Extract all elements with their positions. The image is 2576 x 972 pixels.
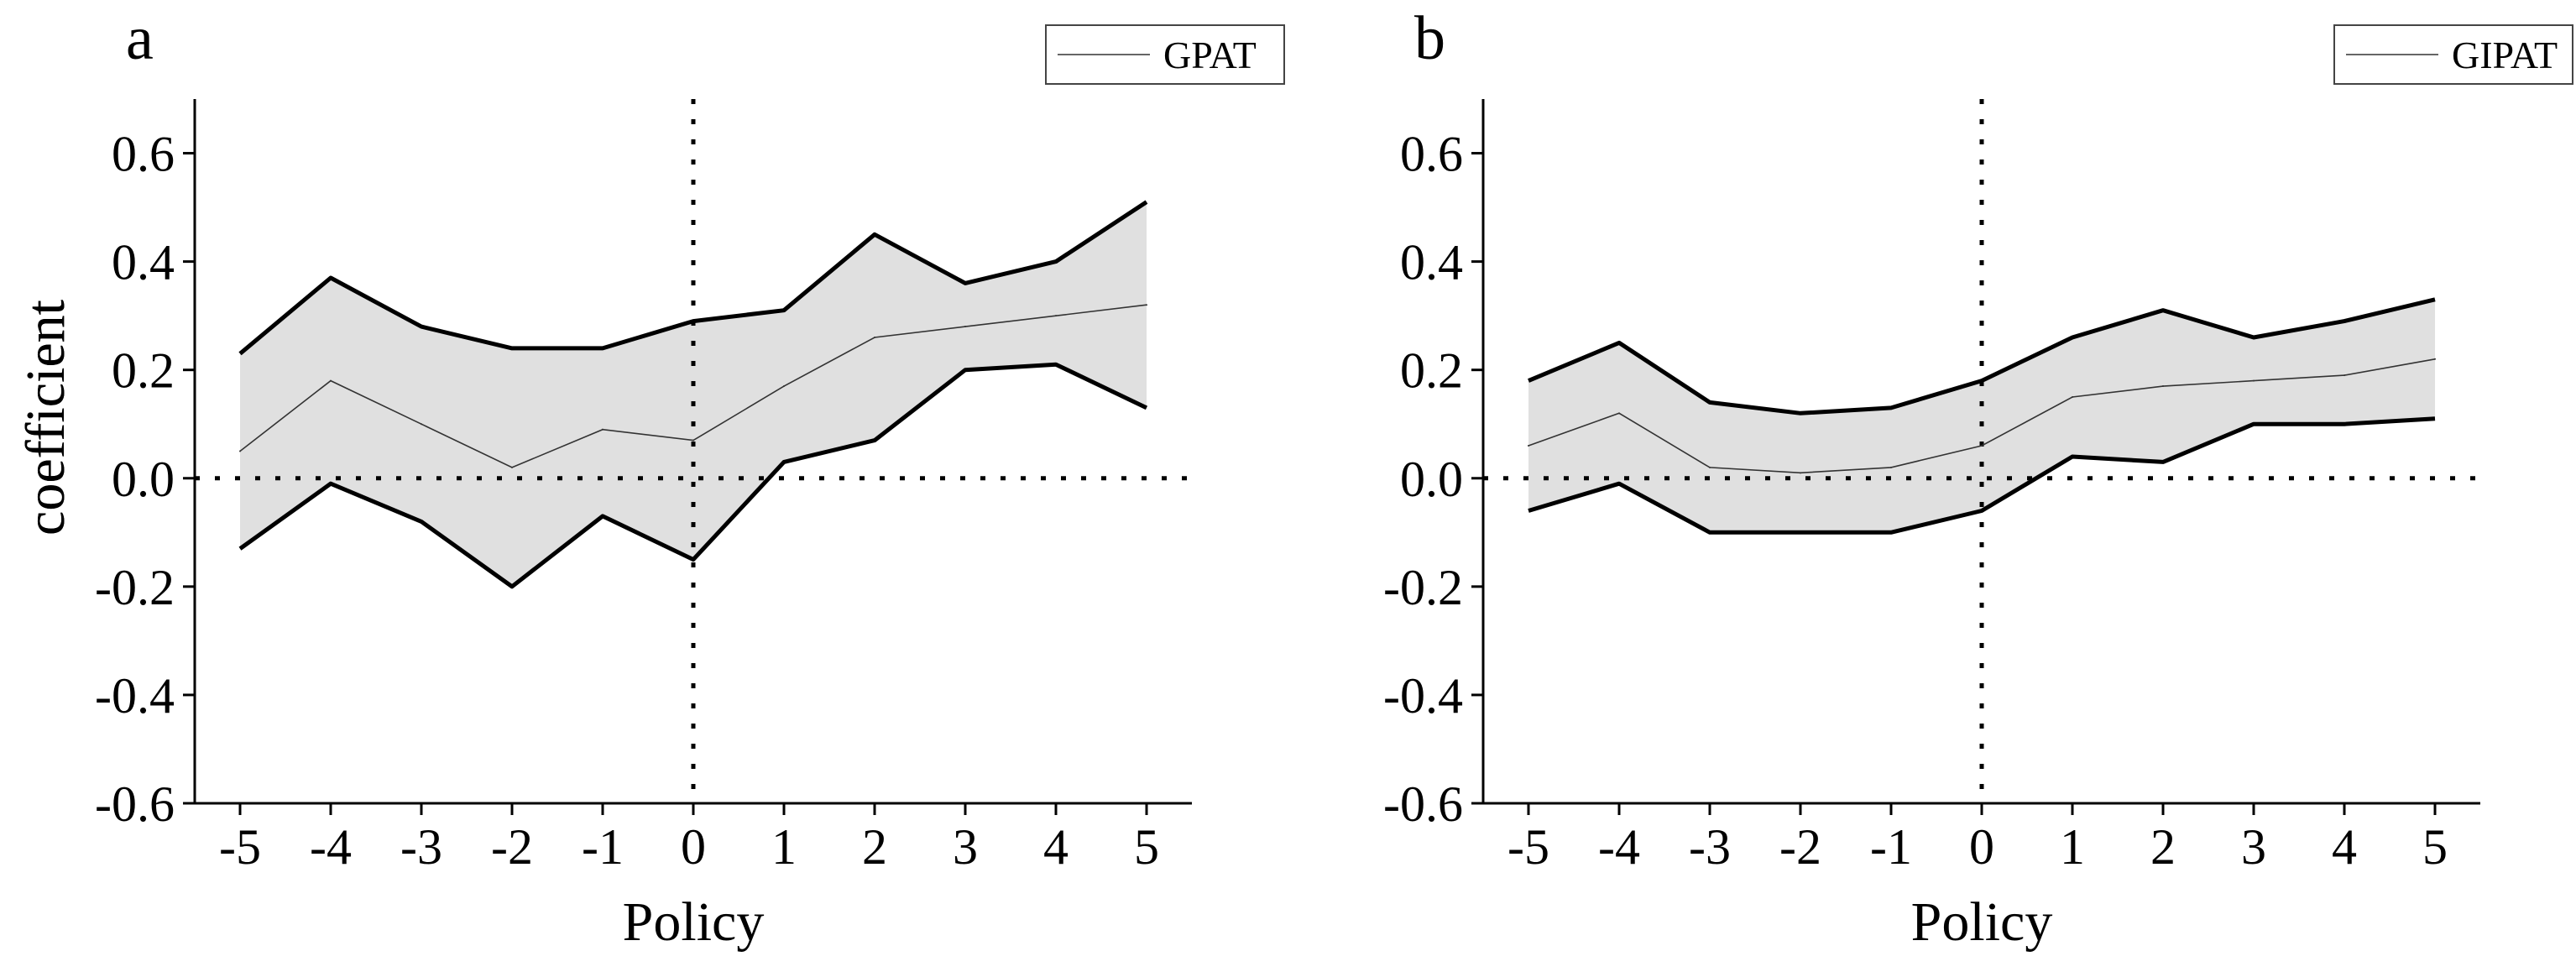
confidence-band	[1528, 299, 2435, 533]
x-tick-label: 0	[681, 819, 706, 875]
coefficient-point	[1800, 472, 1801, 474]
x-tick-label: -3	[400, 819, 442, 875]
x-tick-label: -3	[1689, 819, 1731, 875]
coefficient-point	[1618, 412, 1620, 415]
x-axis-title: Policy	[623, 891, 765, 953]
y-tick-label: 0.0	[112, 452, 175, 507]
y-tick-label: -0.6	[1383, 776, 1463, 832]
legend: GIPAT	[2333, 24, 2573, 85]
legend-label: GIPAT	[2452, 34, 2558, 76]
x-tick-label: -4	[1598, 819, 1640, 875]
y-tick-label: -0.4	[95, 668, 175, 724]
coefficient-point	[1146, 304, 1147, 306]
x-tick-label: -5	[1507, 819, 1549, 875]
legend-label: GPAT	[1163, 34, 1257, 76]
coefficient-point	[783, 385, 785, 388]
x-tick-label: 3	[953, 819, 978, 875]
upper-bound-line	[238, 200, 1148, 356]
x-tick-label: 4	[1043, 819, 1069, 875]
coefficient-point	[2162, 385, 2164, 388]
y-tick-label: 0.6	[112, 127, 175, 182]
coefficient-point	[692, 439, 694, 442]
chart-panel-b: -0.6 -0.4 -0.2 0.0 0.2 0.4 0.6 -5 -4 -3 -2 -1 0 1 2 3 4 5…	[15, 4, 2573, 953]
coefficient-point	[330, 379, 332, 382]
x-tick-label: -2	[1779, 819, 1821, 875]
x-tick-label: -4	[310, 819, 352, 875]
x-tick-label: -5	[219, 819, 261, 875]
x-axis-title: Policy	[1911, 891, 2053, 953]
y-tick-label: -0.6	[95, 776, 175, 832]
x-tick-label: -1	[582, 819, 624, 875]
coefficient-point	[964, 326, 966, 328]
coefficient-point	[1709, 466, 1711, 468]
x-tick-label: 3	[2241, 819, 2266, 875]
coefficient-point	[421, 423, 422, 426]
coefficient-point	[1528, 445, 1529, 447]
y-tick-label: -0.4	[1383, 668, 1463, 724]
confidence-band	[240, 201, 1147, 587]
y-tick-label: 0.4	[112, 235, 175, 290]
coefficient-point	[2434, 358, 2436, 360]
upper-bound-line	[1528, 297, 2436, 415]
x-tick-label: 1	[771, 819, 797, 875]
x-tick-label: 1	[2060, 819, 2085, 875]
x-tick-label: 2	[862, 819, 887, 875]
legend: GPAT	[1045, 24, 1285, 85]
panel-label: b	[1414, 4, 1445, 73]
coefficient-point	[2343, 374, 2345, 377]
coefficient-point	[2072, 395, 2073, 398]
y-tick-label: -0.2	[1383, 560, 1463, 615]
lower-bound-line	[238, 362, 1148, 589]
coefficient-point	[602, 428, 604, 431]
y-axis-title: coefficient	[15, 300, 76, 536]
coefficient-point	[239, 450, 241, 452]
y-tick-label: 0.4	[1400, 235, 1463, 290]
x-tick-label: 4	[2332, 819, 2357, 875]
x-tick-label: 0	[1969, 819, 1994, 875]
y-tick-label: 0.0	[1400, 452, 1463, 507]
x-tick-label: 5	[1134, 819, 1159, 875]
y-tick-label: -0.2	[95, 560, 175, 615]
coefficient-point	[874, 336, 875, 338]
y-tick-label: 0.2	[1400, 343, 1463, 399]
coefficient-point	[2253, 379, 2255, 382]
x-tick-label: -2	[491, 819, 533, 875]
lower-bound-line	[1528, 416, 2436, 535]
panel-label: a	[126, 4, 154, 73]
coefficient-point	[1055, 315, 1057, 317]
coefficient-point	[1981, 445, 1983, 447]
y-axis-title: coefficient	[15, 300, 76, 536]
chart-panel-a: -0.6 -0.4 -0.2 0.0 0.2 0.4 0.6 -5 -4 -3 -2 -1 0 1 2 3 4 5…	[15, 4, 1285, 953]
coefficient-point	[1890, 466, 1892, 468]
x-tick-label: 5	[2422, 819, 2448, 875]
coefficient-point	[511, 466, 513, 468]
x-tick-label: 2	[2150, 819, 2176, 875]
y-tick-label: 0.6	[1400, 127, 1463, 182]
x-tick-label: -1	[1870, 819, 1912, 875]
y-tick-label: 0.2	[112, 343, 175, 399]
